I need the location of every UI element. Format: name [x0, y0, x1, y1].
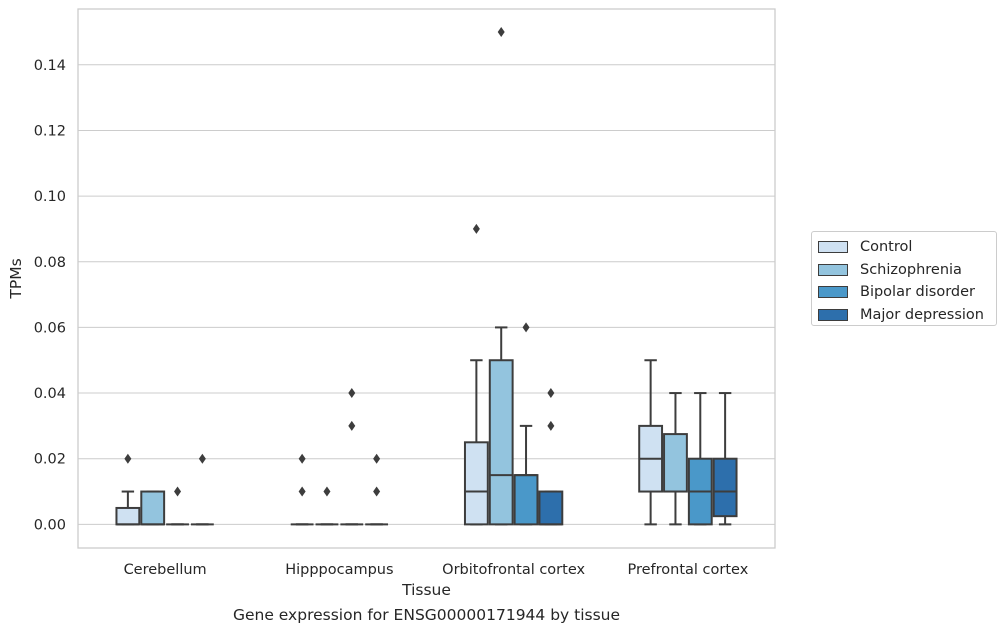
figure-caption: Gene expression for ENSG00000171944 by t… [232, 606, 621, 624]
box-iqr [463, 441, 489, 526]
y-tick-label: 0.04 [34, 386, 66, 402]
box-major-depression-cerebellum [190, 453, 214, 526]
outlier-point [472, 223, 480, 234]
y-axis-label: TPMs [7, 258, 25, 299]
legend-item-major-depression: Major depression [818, 304, 996, 327]
legend-swatch-major-depression [818, 308, 848, 321]
box-control-hipppocampus [290, 453, 314, 526]
outlier-point [348, 388, 356, 399]
legend: Control Schizophrenia Bipolar disorder M… [811, 231, 997, 326]
box-iqr [115, 506, 141, 526]
outlier-point [547, 388, 555, 399]
y-tick-label: 0.06 [34, 320, 66, 336]
box-bipolar-disorder-cerebellum [166, 486, 189, 526]
outlier-point [373, 453, 381, 464]
box-major-depression-orbitofrontal-cortex [538, 388, 564, 526]
box-schizophrenia-cerebellum [140, 490, 166, 526]
box-schizophrenia-orbitofrontal-cortex [488, 26, 514, 526]
outlier-point [373, 486, 381, 497]
legend-swatch-bipolar-disorder [818, 286, 848, 299]
legend-item-control: Control [818, 236, 996, 259]
legend-label-control: Control [860, 239, 913, 256]
x-tick-label: Cerebellum [124, 562, 207, 578]
legend-label-major-depression: Major depression [860, 306, 984, 323]
box-schizophrenia-prefrontal-cortex [663, 392, 688, 526]
y-tick-label: 0.00 [34, 517, 66, 533]
outlier-point [323, 486, 331, 497]
box-schizophrenia-hipppocampus [315, 486, 339, 526]
y-tick-label: 0.08 [34, 255, 66, 271]
outlier-point [547, 420, 555, 431]
outlier-point [348, 420, 356, 431]
legend-swatch-control [818, 241, 848, 254]
box-control-orbitofrontal-cortex [463, 223, 489, 526]
box-iqr [513, 474, 539, 526]
legend-label-schizophrenia: Schizophrenia [860, 261, 962, 278]
outlier-point [174, 486, 182, 497]
legend-label-bipolar-disorder: Bipolar disorder [860, 284, 975, 301]
y-tick-label: 0.10 [34, 189, 66, 205]
outlier-point [298, 486, 306, 497]
legend-swatch-schizophrenia [818, 263, 848, 276]
y-tick-label: 0.02 [34, 452, 66, 468]
box-bipolar-disorder-prefrontal-cortex [687, 392, 713, 526]
outlier-point [198, 453, 206, 464]
axes-frame [77, 8, 776, 549]
y-tick-label: 0.12 [34, 123, 66, 139]
box-iqr [663, 433, 688, 493]
x-tick-label: Hipppocampus [285, 562, 393, 578]
x-tick-label: Orbitofrontal cortex [442, 562, 585, 578]
outlier-point [124, 453, 132, 464]
outlier-point [497, 26, 505, 37]
box-iqr [140, 490, 166, 526]
box-major-depression-hipppocampus [365, 453, 389, 526]
x-tick-label: Prefrontal cortex [627, 562, 748, 578]
legend-item-bipolar-disorder: Bipolar disorder [818, 281, 996, 304]
box-major-depression-prefrontal-cortex [712, 392, 738, 526]
outlier-point [522, 322, 530, 333]
box-iqr [712, 457, 738, 518]
box-bipolar-disorder-orbitofrontal-cortex [513, 322, 539, 526]
legend-item-schizophrenia: Schizophrenia [818, 259, 996, 282]
outlier-point [298, 453, 306, 464]
box-iqr [538, 490, 564, 526]
box-iqr [488, 359, 514, 526]
box-bipolar-disorder-hipppocampus [340, 388, 364, 526]
y-tick-label: 0.14 [34, 58, 66, 74]
x-axis-label: Tissue [401, 581, 451, 599]
box-control-cerebellum [115, 453, 141, 526]
box-control-prefrontal-cortex [638, 359, 664, 526]
